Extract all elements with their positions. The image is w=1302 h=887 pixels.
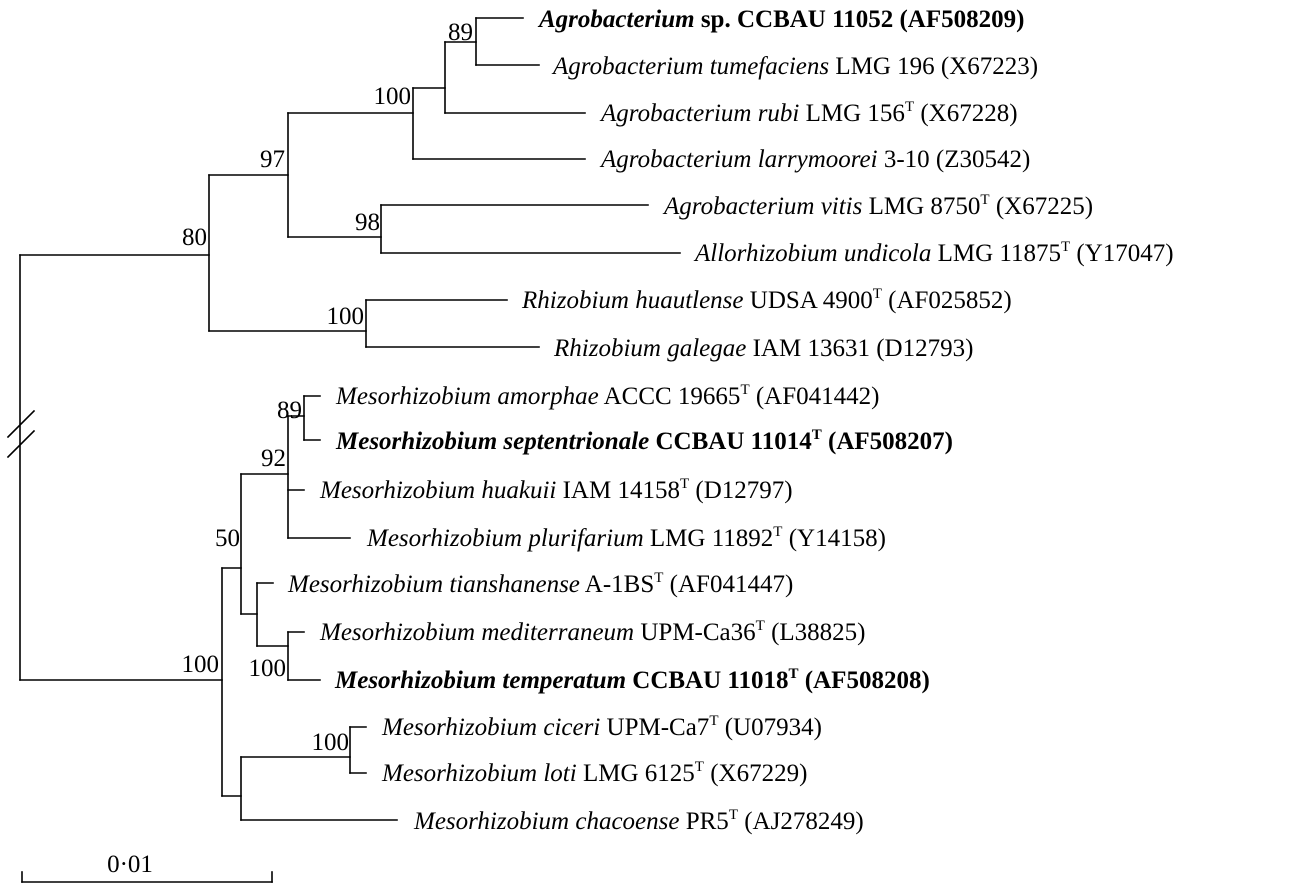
taxon-label: Agrobacterium vitis LMG 8750T (X67225): [662, 192, 1093, 220]
bootstrap-values: 89 100 97 98 80 100 89 92 50 100 100 100: [182, 19, 474, 756]
taxon-label: Mesorhizobium chacoense PR5T (AJ278249): [413, 807, 864, 835]
branch-break-mark: [6, 409, 36, 459]
bootstrap-value: 80: [182, 224, 207, 251]
tree-branches: [19, 17, 681, 821]
taxon-label: Mesorhizobium tianshanense A-1BST (AF041…: [287, 570, 793, 598]
taxon-label: Mesorhizobium septentrionale CCBAU 11014…: [335, 427, 953, 455]
bootstrap-value: 100: [312, 729, 350, 756]
bootstrap-value: 50: [215, 525, 240, 552]
taxon-label: Mesorhizobium plurifarium LMG 11892T (Y1…: [366, 524, 886, 552]
taxon-label: Mesorhizobium ciceri UPM-Ca7T (U07934): [381, 713, 822, 741]
bootstrap-value: 100: [182, 651, 220, 678]
taxon-label: Mesorhizobium mediterraneum UPM-Ca36T (L…: [319, 618, 866, 646]
bootstrap-value: 92: [261, 445, 286, 472]
bootstrap-value: 98: [355, 209, 380, 236]
taxon-labels: Agrobacterium sp. CCBAU 11052 (AF508209)…: [287, 6, 1174, 835]
scale-bar-label: 0·01: [107, 851, 153, 878]
taxon-label: Mesorhizobium loti LMG 6125T (X67229): [381, 759, 807, 787]
bootstrap-value: 97: [260, 146, 285, 173]
bootstrap-value: 100: [249, 655, 287, 682]
taxon-label: Allorhizobium undicola LMG 11875T (Y1704…: [693, 239, 1174, 267]
taxon-label: Agrobacterium sp. CCBAU 11052 (AF508209): [537, 6, 1024, 33]
taxon-label: Rhizobium galegae IAM 13631 (D12793): [553, 335, 973, 362]
bootstrap-value: 100: [327, 303, 365, 330]
scale-bar: 0·01: [21, 851, 273, 883]
bootstrap-value: 89: [277, 397, 302, 424]
taxon-label: Mesorhizobium amorphae ACCC 19665T (AF04…: [335, 382, 879, 410]
bootstrap-value: 100: [374, 83, 412, 110]
bootstrap-value: 89: [448, 19, 473, 46]
taxon-label: Agrobacterium tumefaciens LMG 196 (X6722…: [551, 53, 1038, 80]
taxon-label: Mesorhizobium huakuii IAM 14158T (D12797…: [319, 476, 793, 504]
taxon-label: Agrobacterium rubi LMG 156T (X67228): [599, 99, 1018, 127]
taxon-label: Rhizobium huautlense UDSA 4900T (AF02585…: [521, 286, 1012, 314]
taxon-label: Agrobacterium larrymoorei 3-10 (Z30542): [599, 146, 1030, 173]
taxon-label: Mesorhizobium temperatum CCBAU 11018T (A…: [334, 666, 930, 694]
